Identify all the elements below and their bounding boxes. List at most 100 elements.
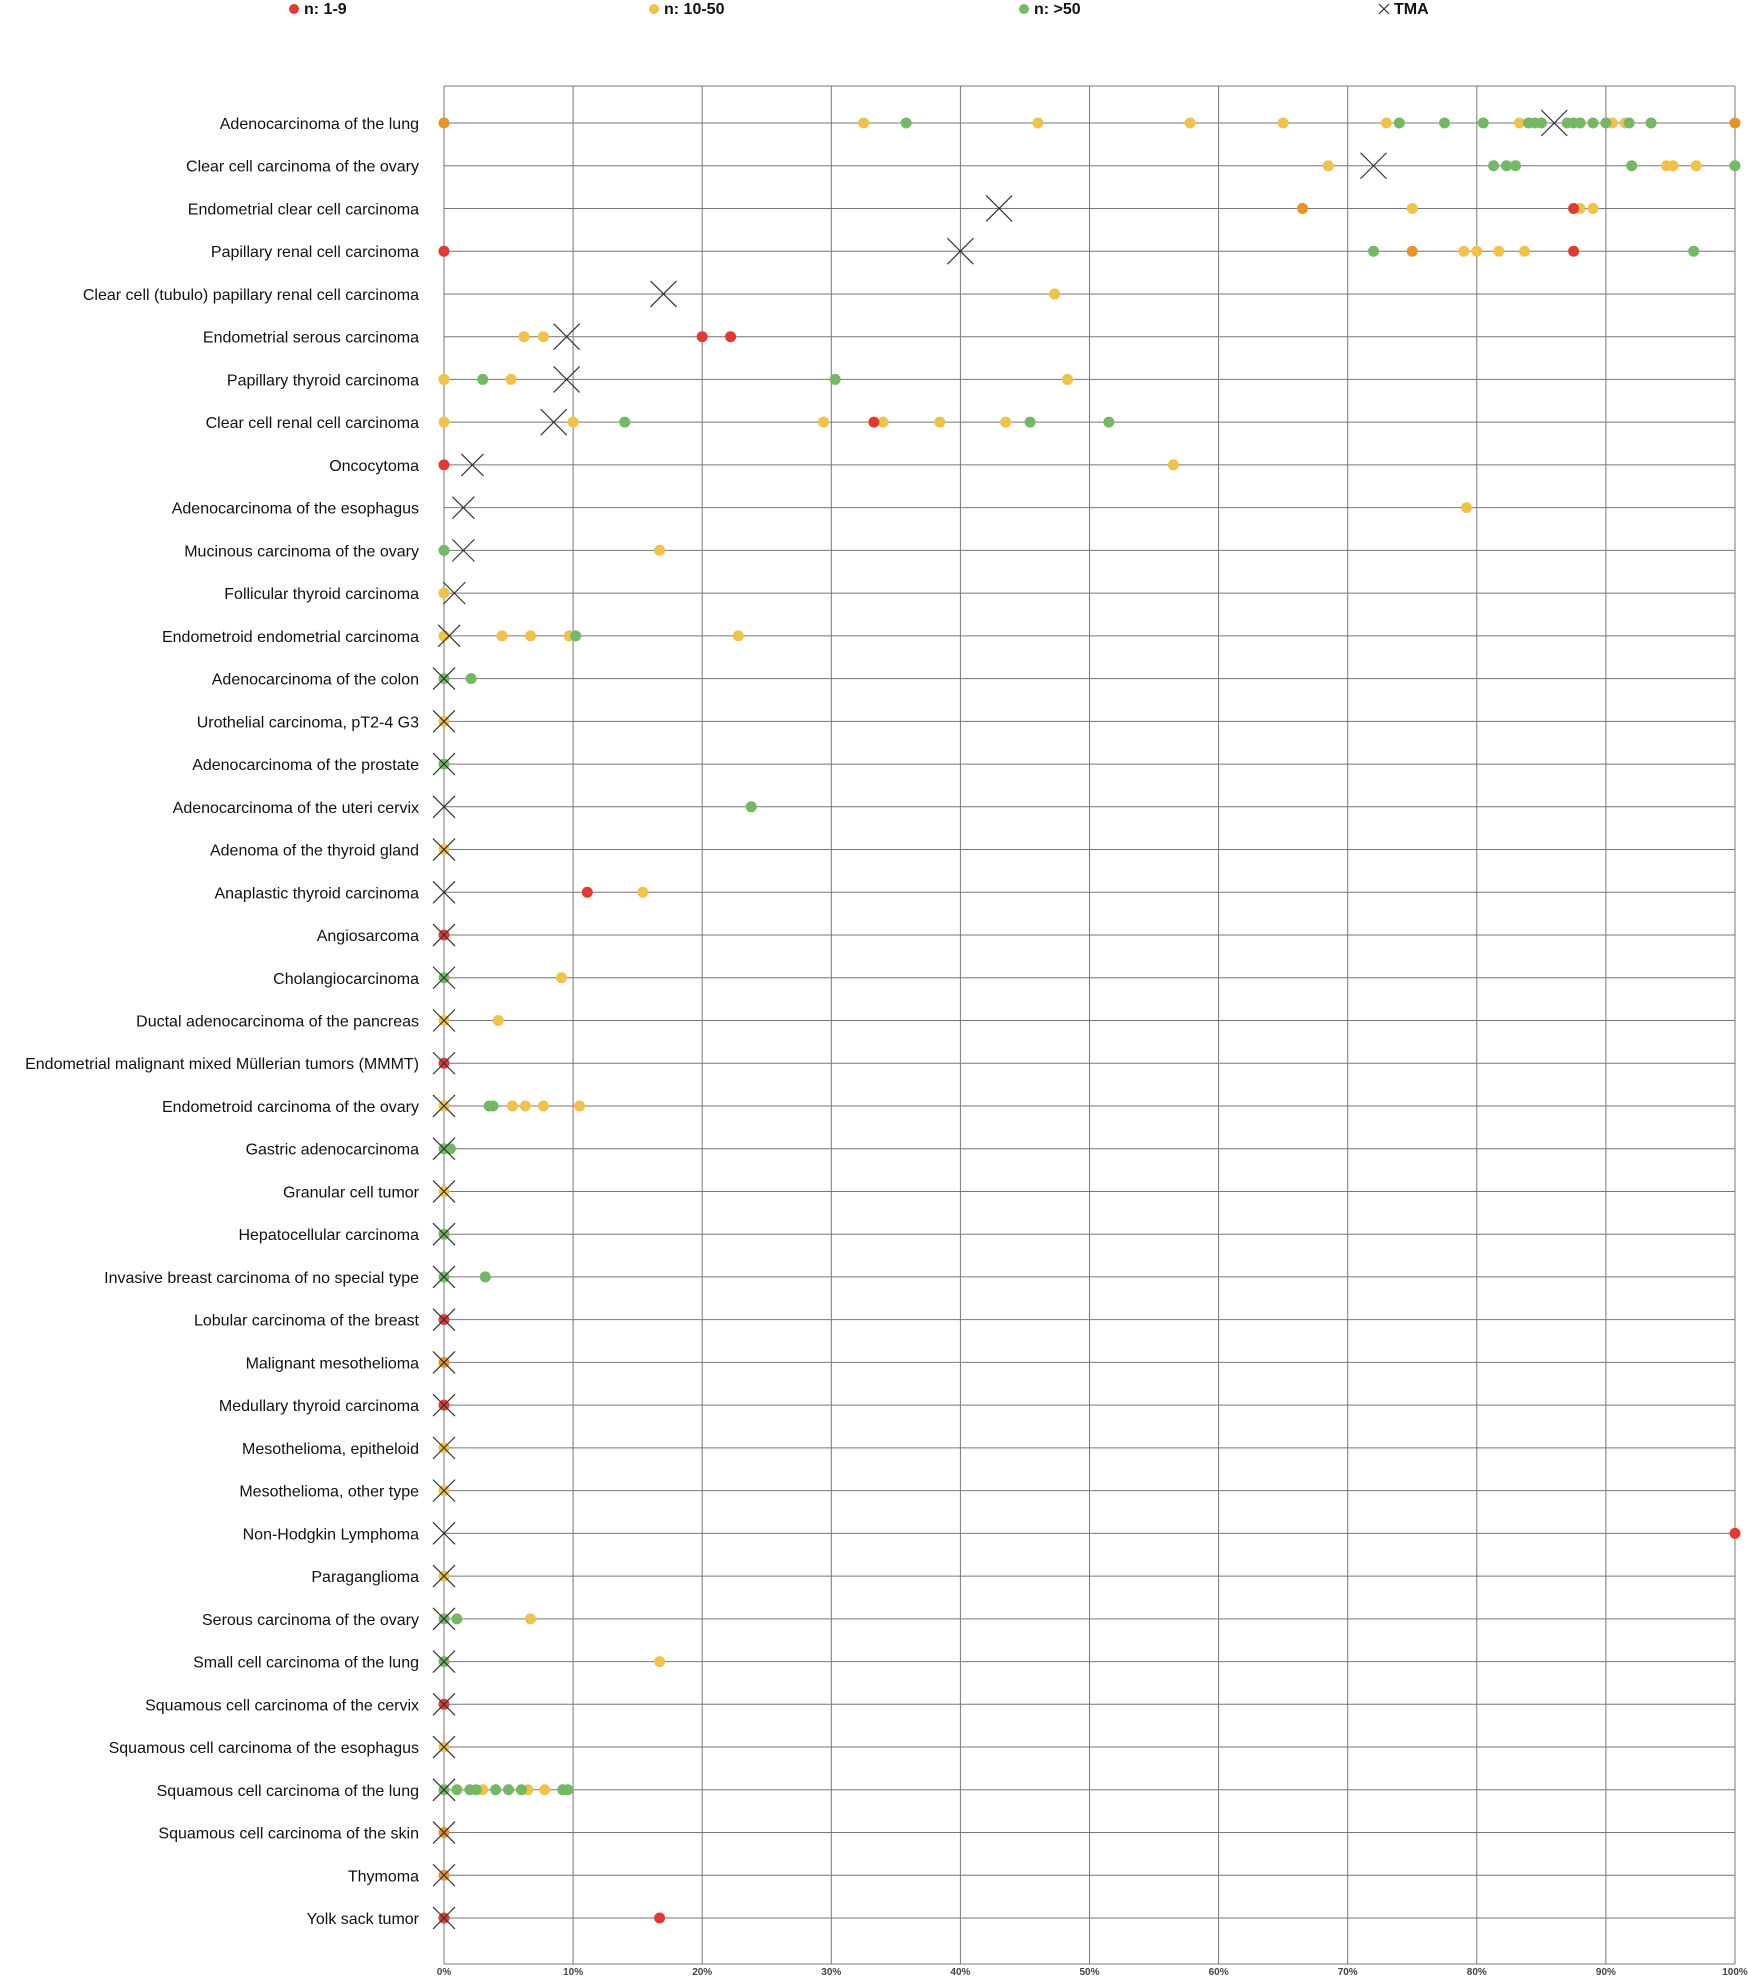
data-point-mid [732,630,744,642]
data-point-mid [524,630,536,642]
category-label: Endometroid endometrial carcinoma [162,629,419,646]
tma-marker [432,1137,456,1161]
data-point-mid [438,416,450,428]
data-point-high [1645,117,1657,129]
tma-marker [432,1906,456,1930]
data-point-mid [496,630,508,642]
tma-marker-stroke [460,453,484,477]
tma-marker-stroke [650,280,677,308]
tma-marker [432,1607,456,1631]
category-label: Squamous cell carcinoma of the lung [157,1783,419,1800]
category-label: Squamous cell carcinoma of the cervix [145,1697,419,1714]
tma-marker [432,1308,456,1332]
tma-marker [650,280,677,308]
tma-marker-stroke [1540,109,1568,137]
tma-marker-stroke [432,1778,456,1802]
data-point-mid [1184,117,1196,129]
category-label: Angiosarcoma [317,928,419,945]
tma-marker [432,1735,456,1759]
data-point-overlap [438,117,450,129]
tma-marker [432,1350,456,1374]
tma-marker-stroke [432,1564,456,1588]
tma-marker-stroke [432,1607,456,1631]
tma-marker-stroke [432,709,456,733]
tma-marker-stroke [432,1009,456,1032]
tma-marker-stroke [432,1265,456,1289]
legend-tma-icon-stroke [1378,3,1390,15]
data-point-mid [567,416,579,428]
data-point-high [1439,117,1451,129]
data-point-high [1600,117,1612,129]
tma-marker-stroke [432,1821,456,1844]
data-point-mid [505,373,517,385]
data-point-low [725,331,737,343]
tma-marker [432,1094,456,1118]
data-point-mid [1049,288,1061,300]
category-label: Mesothelioma, other type [239,1484,419,1501]
data-point-high [1688,245,1700,257]
data-point-mid [637,886,649,898]
data-point-mid [1587,202,1599,214]
tma-marker-stroke [432,1308,456,1332]
category-label: Serous carcinoma of the ovary [202,1612,419,1629]
x-tick-label: 20% [692,1967,712,1978]
data-point-high [503,1784,515,1796]
category-label: Gastric adenocarcinoma [246,1142,420,1159]
tma-marker [432,1564,456,1588]
data-point-mid [537,331,549,343]
data-point-low [1568,202,1580,214]
data-point-high [1626,160,1638,172]
data-point-mid [438,373,450,385]
x-tick-label: 80% [1467,1967,1487,1978]
data-point-high [515,1784,527,1796]
data-point-low [696,331,708,343]
x-tick-label: 60% [1209,1967,1229,1978]
tma-marker-stroke [442,581,466,605]
data-point-low [438,459,450,471]
tma-marker-stroke [432,1735,456,1759]
plot-grid [443,85,1736,1965]
data-point-mid [1458,245,1470,257]
data-point-high [619,416,631,428]
category-label: Clear cell (tubulo) papillary renal cell… [83,287,419,304]
category-label: Lobular carcinoma of the breast [194,1313,420,1330]
data-point-mid [1493,245,1505,257]
tma-marker-stroke [432,966,456,990]
data-point-mid [1513,117,1525,129]
legend: n: 1-9 n: 10-50 n: >50 TMA [289,1,1429,18]
data-point-mid [524,1613,536,1625]
category-label: Adenocarcinoma of the colon [212,672,419,689]
tma-marker [442,581,466,605]
category-label: Small cell carcinoma of the lung [193,1655,419,1672]
legend-high-label: n: >50 [1034,1,1081,18]
data-point-high [465,673,477,685]
x-tick-label: 70% [1338,1967,1358,1978]
category-label: Hepatocellular carcinoma [238,1227,419,1244]
data-point-mid [537,1100,549,1112]
data-point-high [451,1613,463,1625]
tma-marker-stroke [432,1692,456,1716]
tma-marker [1360,152,1387,180]
x-tick-label: 0% [437,1967,452,1978]
x-tick-label: 90% [1596,1967,1616,1978]
data-point-overlap [1406,245,1418,257]
data-point-mid [934,416,946,428]
tma-marker [432,752,456,776]
category-label: Endometrial serous carcinoma [203,330,419,347]
x-tick-label: 30% [821,1967,841,1978]
category-label: Adenoma of the thyroid gland [210,843,419,860]
legend-low-icon [289,4,299,14]
data-point-mid [492,1015,504,1026]
tma-marker-stroke [432,1650,456,1673]
data-point-mid [654,544,666,556]
data-point-mid [1667,160,1679,172]
tma-marker [432,1692,456,1716]
data-point-high [479,1271,491,1283]
data-marks [432,109,1741,1930]
data-point-mid [555,972,567,984]
category-label: Adenocarcinoma of the prostate [192,757,419,774]
category-label: Oncocytoma [329,458,419,475]
tma-marker-stroke [432,923,456,947]
data-point-high [438,544,450,556]
category-label: Paraganglioma [311,1569,419,1586]
